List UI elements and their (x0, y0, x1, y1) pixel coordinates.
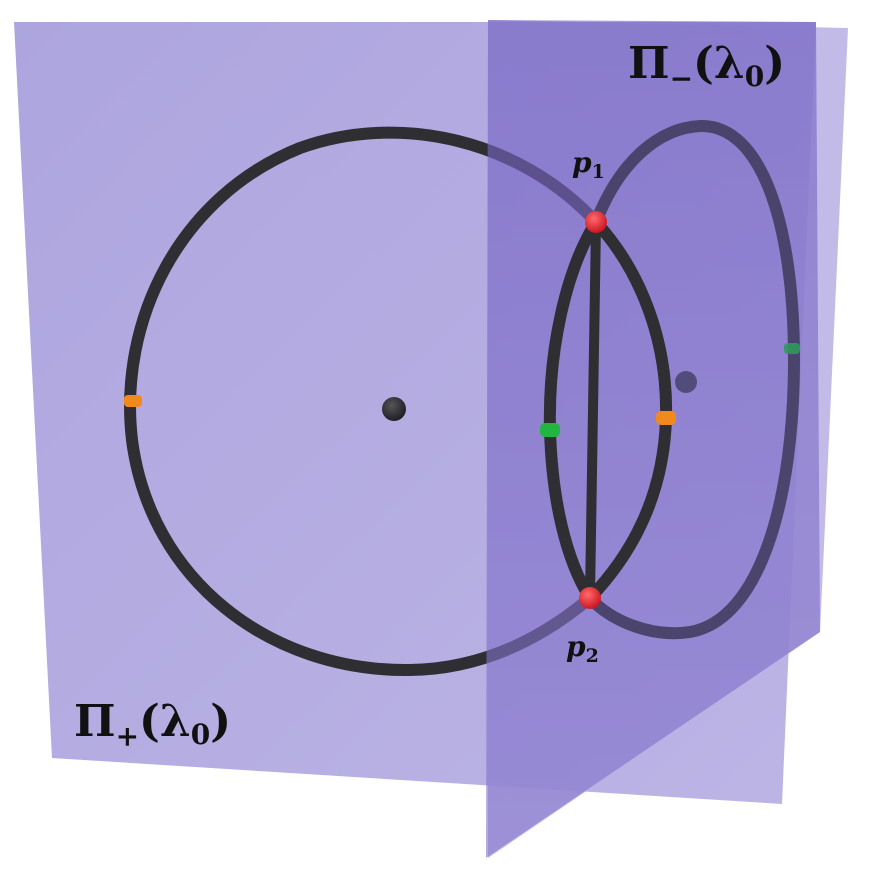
center-plus (382, 397, 406, 421)
label-plane-minus: Π−(λ0) (628, 38, 785, 95)
ellipse-minus-outer (584, 119, 801, 640)
point-p1 (585, 211, 607, 233)
chord-p1-p2 (585, 219, 601, 601)
green-marker-inner (540, 423, 560, 437)
center-minus (675, 371, 697, 393)
point-p2 (579, 587, 601, 609)
plane-minus (486, 20, 820, 858)
orange-marker-right (656, 411, 676, 425)
orange-marker-left (124, 395, 142, 407)
large-circle-front (124, 126, 602, 677)
label-p2: p2 (566, 630, 599, 667)
label-p1: p1 (572, 146, 605, 183)
label-plane-plus: Π+(λ0) (74, 696, 231, 753)
green-marker-outer (784, 343, 800, 354)
